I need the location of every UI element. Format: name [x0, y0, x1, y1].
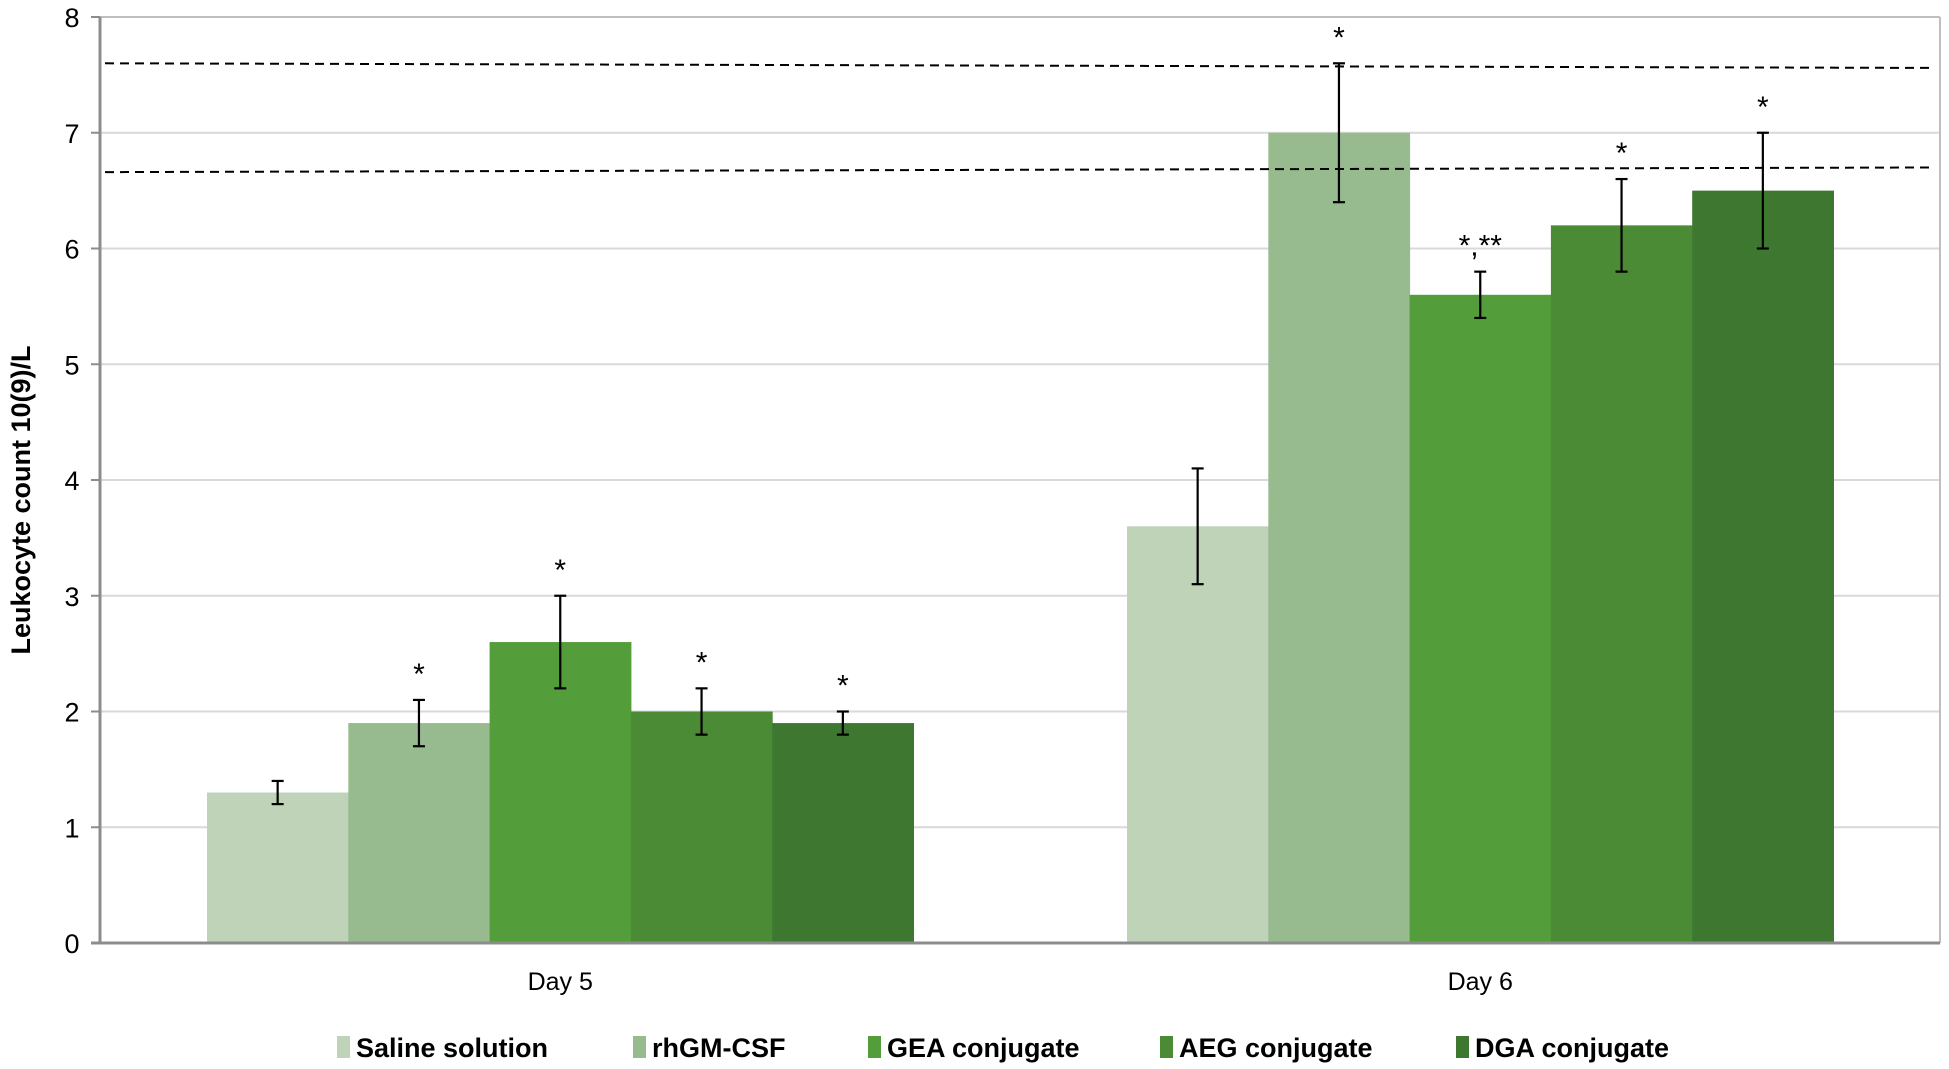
reference-line-dashed [104, 166, 1933, 174]
y-tick-label: 8 [64, 3, 79, 33]
significance-annotations: * * * * * *,** * * [413, 21, 1769, 702]
bar-gea-conjugate-day-6 [1409, 294, 1552, 943]
legend-swatch [633, 1036, 646, 1058]
legend-item: AEG conjugate [1160, 1033, 1373, 1063]
significance-marker: * [1757, 91, 1769, 124]
legend: Saline solution rhGM-CSF GEA conjugate AEG … [337, 1033, 1669, 1063]
bar-aeg-conjugate-day-5 [630, 711, 773, 943]
bar-rhgm-csf-day-5 [348, 723, 491, 943]
bar-dga-conjugate-day-5 [772, 723, 914, 943]
bar-aeg-conjugate-day-6 [1550, 225, 1693, 944]
legend-item: rhGM-CSF [633, 1033, 785, 1063]
y-axis-label: Leukocyte count 10(9)/L [6, 345, 36, 654]
legend-label: rhGM-CSF [652, 1033, 785, 1063]
error-bars [271, 62, 1769, 806]
y-tick-label: 2 [64, 698, 79, 728]
bar-saline-solution-day-5 [207, 792, 349, 943]
y-tick-label: 5 [64, 350, 79, 380]
bar-rhgm-csf-day-6 [1268, 132, 1411, 943]
bar-dga-conjugate-day-6 [1692, 190, 1834, 943]
x-category-labels: Day 5 Day 6 [528, 968, 1513, 996]
axes [91, 16, 1941, 945]
legend-label: AEG conjugate [1179, 1033, 1373, 1063]
legend-label: GEA conjugate [887, 1033, 1080, 1063]
y-tick-label: 1 [64, 813, 79, 843]
significance-marker: * [696, 646, 708, 679]
significance-marker: * [837, 670, 849, 703]
y-tick-label: 6 [64, 235, 79, 265]
legend-item: Saline solution [337, 1033, 548, 1063]
bar-gea-conjugate-day-5 [489, 642, 632, 943]
y-tick-labels: 0 1 2 3 4 5 6 7 8 [64, 3, 79, 959]
legend-label: DGA conjugate [1475, 1033, 1669, 1063]
significance-marker: *,** [1459, 230, 1503, 263]
bars [207, 132, 1834, 944]
significance-marker: * [1333, 21, 1345, 54]
legend-swatch [1160, 1036, 1173, 1058]
legend-item: GEA conjugate [868, 1033, 1080, 1063]
reference-lines [104, 62, 1933, 174]
significance-marker: * [554, 554, 566, 587]
y-tick-label: 0 [64, 929, 79, 959]
significance-marker: * [413, 658, 425, 691]
reference-line-dashed [104, 62, 1933, 69]
legend-swatch [337, 1036, 350, 1058]
legend-swatch [1456, 1036, 1469, 1058]
bar-saline-solution-day-6 [1127, 526, 1269, 943]
y-tick-label: 7 [64, 119, 79, 149]
x-category-label: Day 6 [1448, 968, 1513, 996]
significance-marker: * [1616, 137, 1628, 170]
legend-swatch [868, 1036, 881, 1058]
x-category-label: Day 5 [528, 968, 593, 996]
legend-item: DGA conjugate [1456, 1033, 1669, 1063]
legend-label: Saline solution [356, 1033, 548, 1063]
y-tick-label: 4 [64, 466, 79, 496]
y-tick-label: 3 [64, 582, 79, 612]
